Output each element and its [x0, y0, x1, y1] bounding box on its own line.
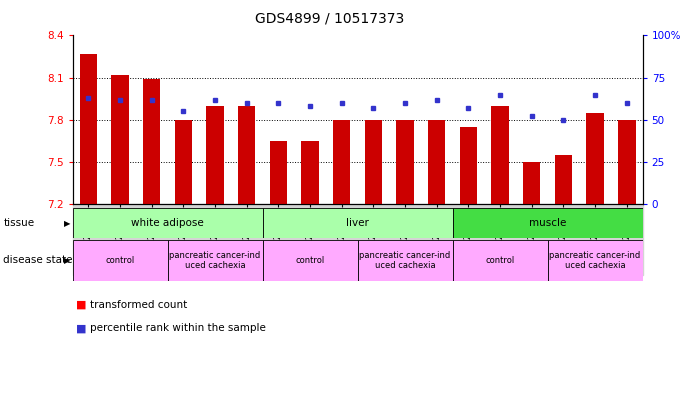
Bar: [79, 54, 97, 204]
Text: percentile rank within the sample: percentile rank within the sample: [90, 323, 266, 333]
Bar: [73, 208, 263, 238]
Bar: [111, 75, 129, 204]
Bar: [73, 240, 167, 281]
Bar: [263, 208, 453, 238]
Text: control: control: [106, 256, 135, 265]
Bar: [365, 120, 382, 204]
Text: disease state: disease state: [3, 255, 73, 265]
Bar: [143, 79, 160, 204]
Text: tissue: tissue: [3, 218, 35, 228]
Text: pancreatic cancer-ind
uced cachexia: pancreatic cancer-ind uced cachexia: [549, 251, 641, 270]
Text: ▶: ▶: [64, 256, 70, 265]
Text: transformed count: transformed count: [90, 299, 187, 310]
Bar: [175, 120, 192, 204]
Text: control: control: [296, 256, 325, 265]
Bar: [333, 120, 350, 204]
Text: GDS4899 / 10517373: GDS4899 / 10517373: [256, 12, 404, 26]
Bar: [358, 240, 453, 281]
Text: ■: ■: [76, 299, 86, 310]
Text: liver: liver: [346, 218, 369, 228]
Bar: [453, 208, 643, 238]
Text: pancreatic cancer-ind
uced cachexia: pancreatic cancer-ind uced cachexia: [169, 251, 261, 270]
Bar: [618, 120, 636, 204]
Text: ■: ■: [76, 323, 86, 333]
Bar: [555, 155, 572, 204]
Bar: [263, 240, 358, 281]
Bar: [460, 127, 477, 204]
Bar: [453, 240, 547, 281]
Bar: [207, 106, 224, 204]
Bar: [238, 106, 256, 204]
Bar: [397, 120, 414, 204]
Bar: [167, 240, 263, 281]
Text: ▶: ▶: [64, 219, 70, 228]
Bar: [73, 204, 643, 275]
Bar: [491, 106, 509, 204]
Text: pancreatic cancer-ind
uced cachexia: pancreatic cancer-ind uced cachexia: [359, 251, 451, 270]
Bar: [547, 240, 643, 281]
Bar: [587, 113, 604, 204]
Bar: [301, 141, 319, 204]
Bar: [523, 162, 540, 204]
Text: control: control: [486, 256, 515, 265]
Bar: [428, 120, 446, 204]
Bar: [269, 141, 287, 204]
Text: white adipose: white adipose: [131, 218, 204, 228]
Text: muscle: muscle: [529, 218, 567, 228]
